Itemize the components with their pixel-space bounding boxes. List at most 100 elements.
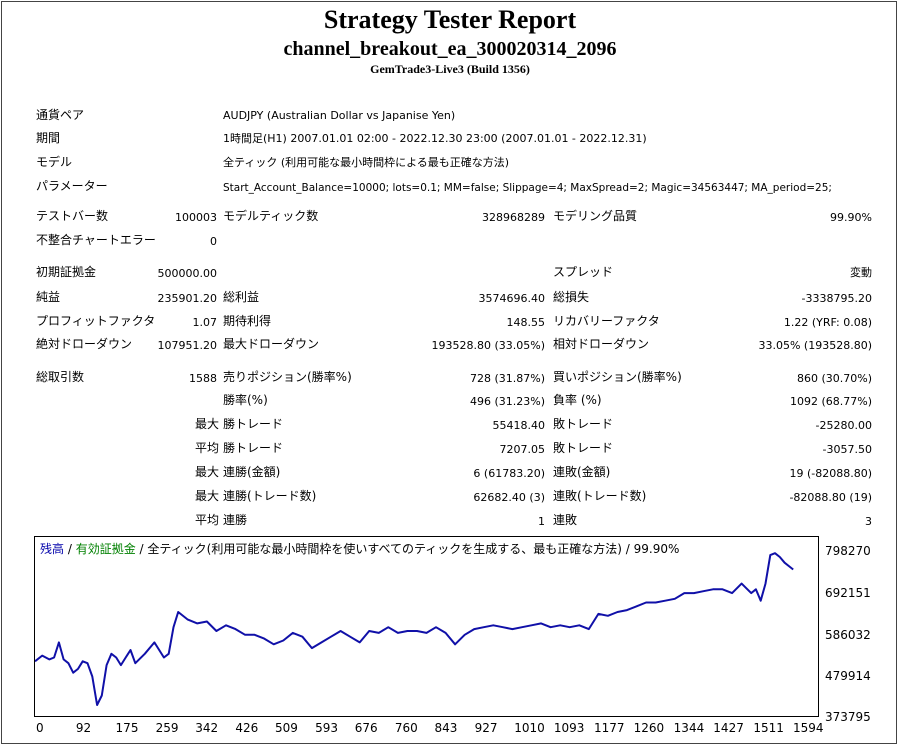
x-tick-label: 593 <box>315 721 339 735</box>
abs-dd-value: 107951.20 <box>157 339 218 352</box>
gross-loss-value: -3338795.20 <box>801 292 872 305</box>
params-label: パラメーター <box>36 179 108 193</box>
cons-win-money-label: 連勝(金額) <box>223 465 281 479</box>
legend-equity: 有効証拠金 <box>75 542 136 556</box>
deposit-value: 500000.00 <box>157 267 218 280</box>
x-tick-label: 175 <box>115 721 139 735</box>
long-value: 860 (30.70%) <box>796 372 872 385</box>
x-tick-label: 1260 <box>633 721 665 735</box>
model-value: 全ティック (利用可能な最小時間枠による最も正確な方法) <box>223 156 510 169</box>
x-tick-label: 927 <box>474 721 498 735</box>
max-cons-money-label: 最大 <box>195 465 220 479</box>
cons-win-trades-label: 連勝(トレード数) <box>223 489 317 503</box>
max-cons-trades-label: 最大 <box>195 489 220 503</box>
cons-win-money-value: 6 (61783.20) <box>473 467 545 480</box>
pf-label: プロフィットファクタ <box>36 314 156 328</box>
max-dd-label: 最大ドローダウン <box>223 337 320 351</box>
period-value: 1時間足(H1) 2007.01.01 02:00 - 2022.12.30 2… <box>223 132 647 145</box>
deposit-label: 初期証拠金 <box>36 265 97 279</box>
y-tick-label: 586032 <box>825 628 871 642</box>
rel-dd-label: 相対ドローダウン <box>553 337 650 351</box>
recovery-value: 1.22 (YRF: 0.08) <box>783 316 872 329</box>
x-tick-label: 259 <box>155 721 179 735</box>
net-value: 235901.20 <box>157 292 218 305</box>
average-label: 平均 <box>195 441 220 455</box>
avg-win-label: 勝トレード <box>223 441 284 455</box>
params-value: Start_Account_Balance=10000; lots=0.1; M… <box>223 182 832 194</box>
cons-loss-trades-label: 連敗(トレード数) <box>553 489 647 503</box>
legend-balance: 残高 <box>40 542 65 556</box>
cons-loss-money-label: 連敗(金額) <box>553 465 611 479</box>
pf-value: 1.07 <box>192 316 218 329</box>
x-tick-label: 843 <box>434 721 458 735</box>
lossrate-value: 1092 (68.77%) <box>789 395 872 408</box>
ticks-label: モデルティック数 <box>223 209 319 223</box>
bars-value: 100003 <box>175 211 217 224</box>
long-label: 買いポジション(勝率%) <box>553 370 682 384</box>
winrate-value: 496 (31.23%) <box>469 395 545 408</box>
gross-profit-value: 3574696.40 <box>478 292 545 305</box>
total-trades-value: 1588 <box>189 372 217 385</box>
avg-loss-label: 敗トレード <box>553 441 614 455</box>
mismatch-value: 0 <box>210 235 217 248</box>
y-tick-label: 373795 <box>825 710 871 724</box>
expected-value: 148.55 <box>506 316 546 329</box>
x-tick-label: 342 <box>195 721 219 735</box>
legend-sep2: / <box>135 542 148 556</box>
legend-description: 全ティック(利用可能な最小時間枠を使いすべてのティックを生成する、最も正確な方法… <box>147 542 680 556</box>
gross-loss-label: 総損失 <box>553 290 590 304</box>
x-tick-label: 1010 <box>514 721 545 735</box>
chart-legend: 残高 / 有効証拠金 / 全ティック(利用可能な最小時間枠を使いすべてのティック… <box>40 540 679 557</box>
short-label: 売りポジション(勝率%) <box>223 370 352 384</box>
x-tick-label: 426 <box>235 721 259 735</box>
largest-label: 最大 <box>195 417 220 431</box>
largest-win-value: 55418.40 <box>492 419 546 432</box>
avg-win-value: 7207.05 <box>499 443 546 456</box>
cons-loss-money-value: 19 (-82088.80) <box>789 467 872 480</box>
symbol-label: 通貨ペア <box>36 108 85 122</box>
spread-label: スプレッド <box>553 265 614 279</box>
mismatch-label: 不整合チャートエラー <box>36 233 156 247</box>
period-label: 期間 <box>36 131 61 145</box>
short-value: 728 (31.87%) <box>469 372 545 385</box>
ea-name: channel_breakout_ea_300020314_2096 <box>283 38 617 60</box>
x-tick-label: 1344 <box>673 721 705 735</box>
bars-label: テストバー数 <box>36 209 109 223</box>
x-tick-label: 676 <box>354 721 378 735</box>
winrate-label: 勝率(%) <box>223 393 268 407</box>
avg-loss-value: -3057.50 <box>822 443 872 456</box>
expected-label: 期待利得 <box>223 314 272 328</box>
avg-cons-label: 平均 <box>195 513 220 527</box>
quality-label: モデリング品質 <box>553 209 638 223</box>
quality-value: 99.90% <box>830 211 872 224</box>
rel-dd-value: 33.05% (193528.80) <box>758 339 872 352</box>
avg-cons-loss-label: 連敗 <box>553 513 578 527</box>
x-tick-label: 1594 <box>793 721 824 735</box>
lossrate-label: 負率 (%) <box>553 393 602 407</box>
balance-chart-svg <box>35 552 794 706</box>
server-name: GemTrade3-Live3 (Build 1356) <box>370 62 530 76</box>
max-dd-value: 193528.80 (33.05%) <box>431 339 545 352</box>
cons-loss-trades-value: -82088.80 (19) <box>789 491 872 504</box>
y-tick-label: 798270 <box>825 544 871 558</box>
balance-chart <box>34 536 819 717</box>
x-tick-label: 92 <box>75 721 92 735</box>
y-tick-label: 692151 <box>825 586 871 600</box>
abs-dd-label: 絶対ドローダウン <box>36 337 133 351</box>
symbol-value: AUDJPY (Australian Dollar vs Japanise Ye… <box>223 109 456 122</box>
x-tick-label: 1093 <box>553 721 585 735</box>
ticks-value: 328968289 <box>482 211 545 224</box>
net-label: 純益 <box>36 290 61 304</box>
recovery-label: リカバリーファクタ <box>553 314 660 328</box>
largest-loss-value: -25280.00 <box>815 419 872 432</box>
total-trades-label: 総取引数 <box>36 370 85 384</box>
avg-cons-win-value: 1 <box>538 515 545 528</box>
y-tick-label: 479914 <box>825 669 871 683</box>
x-tick-label: 1511 <box>753 721 784 735</box>
avg-cons-win-label: 連勝 <box>223 513 248 527</box>
x-tick-label: 1427 <box>713 721 744 735</box>
largest-loss-label: 敗トレード <box>553 417 614 431</box>
x-tick-label: 509 <box>275 721 298 735</box>
legend-sep1: / <box>64 542 76 556</box>
